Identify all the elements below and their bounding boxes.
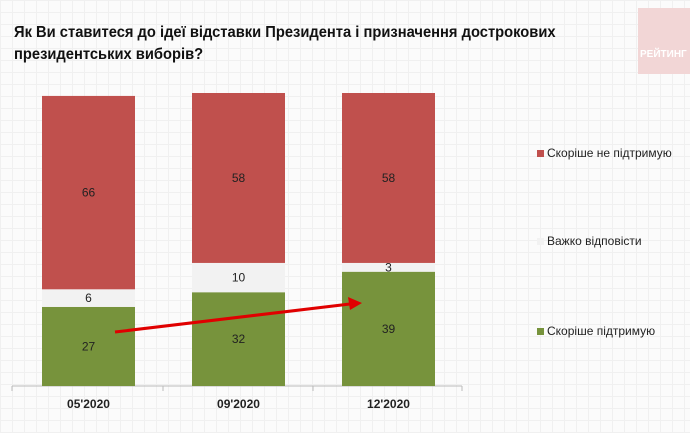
arrow-head (348, 297, 362, 310)
chart-title: Як Ви ставитеся до ідеї відставки Презид… (14, 24, 556, 63)
legend-swatch (537, 328, 544, 335)
data-label: 3 (385, 260, 392, 274)
legend-label: Скоріше не підтримую (547, 146, 672, 160)
x-tick-label: 09'2020 (217, 397, 260, 411)
data-label: 6 (85, 291, 92, 305)
legend-swatch (537, 238, 544, 245)
bar-segment (42, 289, 135, 307)
data-label: 58 (382, 171, 396, 185)
bar-segment (192, 292, 285, 386)
data-label: 10 (232, 271, 246, 285)
rating-logo: РЕЙТИНГ (638, 8, 690, 74)
data-label: 58 (232, 171, 246, 185)
legend-swatch (537, 150, 544, 157)
data-label: 32 (232, 332, 246, 346)
bar-segment (342, 93, 435, 263)
data-label: 27 (82, 339, 96, 353)
data-label: 39 (382, 322, 396, 336)
bar-segment (192, 93, 285, 263)
legend-item-support: Скоріше підтримую (537, 324, 655, 338)
bar-segment (342, 271, 435, 386)
legend-label: Важко відповісти (547, 234, 642, 248)
bar-segment (342, 262, 435, 272)
logo-text: РЕЙТИНГ (640, 49, 687, 60)
bar-segment (192, 262, 285, 293)
legend-item-not-support: Скоріше не підтримую (537, 146, 672, 160)
legend-label: Скоріше підтримую (547, 324, 656, 338)
data-label: 66 (82, 186, 96, 200)
bar-segment (42, 95, 135, 290)
x-tick-label: 05'2020 (67, 397, 110, 411)
bar-segment (42, 306, 135, 386)
x-tick-label: 12'2020 (367, 397, 410, 411)
legend-item-hard-to-say: Важко відповісти (537, 234, 642, 248)
trend-arrow (114, 302, 351, 334)
